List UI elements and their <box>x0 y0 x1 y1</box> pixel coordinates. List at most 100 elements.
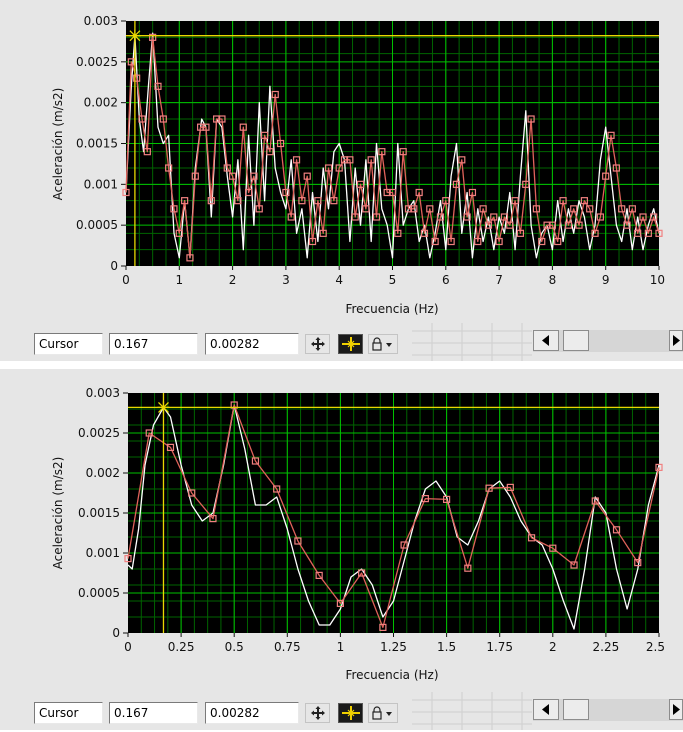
x-tick-label: 9 <box>602 273 610 287</box>
data-point-marker <box>516 229 525 237</box>
cursor-name-field[interactable]: Cursor <box>34 333 103 355</box>
data-point-marker <box>260 131 269 139</box>
data-point-marker <box>421 494 429 503</box>
data-point-marker <box>464 564 472 572</box>
series-group-1 <box>122 32 663 262</box>
x-tick-label: 0.25 <box>168 640 195 654</box>
cursor-x-field[interactable]: 0.167 <box>109 333 198 355</box>
x-tick-label: 10 <box>650 273 665 287</box>
data-point-marker <box>527 115 535 123</box>
data-point-marker <box>175 229 183 237</box>
data-point-marker <box>149 33 157 41</box>
cursor-y-field[interactable]: 0.00282 <box>205 702 299 724</box>
y-tick-label: 0.0015 <box>78 506 120 520</box>
data-point-marker <box>315 571 323 579</box>
data-point-marker <box>292 156 301 164</box>
cursor-style-button[interactable] <box>338 703 363 723</box>
x-tick-label: 2 <box>549 640 557 654</box>
data-point-marker <box>495 237 503 246</box>
y-tick-label: 0.001 <box>86 546 120 560</box>
data-point-marker <box>442 197 450 205</box>
y-tick-labels-2: 0 0.0005 0.001 0.0015 0.002 0.0025 0.003 <box>78 386 120 640</box>
move-arrows-icon <box>310 706 325 720</box>
x-tick-labels-1: 0 1 2 3 4 5 6 7 8 9 10 <box>122 273 665 287</box>
data-point-marker <box>197 123 205 131</box>
y-tick-label: 0.0015 <box>76 137 118 151</box>
scroll-left-button[interactable] <box>533 699 559 720</box>
horizontal-scrollbar[interactable] <box>533 699 683 721</box>
data-point-marker <box>358 569 366 577</box>
series-line-sampled <box>125 36 660 259</box>
cursor-x-field[interactable]: 0.167 <box>109 702 198 724</box>
data-point-marker <box>378 148 386 156</box>
data-point-marker <box>133 74 141 82</box>
lock-dropdown-icon <box>372 337 392 351</box>
y-tick-label: 0.002 <box>84 96 118 110</box>
data-point-marker <box>463 213 471 221</box>
cursor-2[interactable] <box>128 393 659 633</box>
data-point-marker <box>282 188 290 197</box>
data-point-marker <box>138 115 146 123</box>
cursor-lock-button[interactable] <box>368 703 398 723</box>
x-axis-title: Frecuencia (Hz) <box>345 302 438 316</box>
x-tick-label: 1 <box>175 273 183 287</box>
cursor-legend-bar: Cursor 0.167 0.00282 <box>0 323 683 361</box>
data-point-marker <box>191 172 199 180</box>
x-tick-label: 5 <box>389 273 397 287</box>
data-point-marker <box>362 205 370 213</box>
data-point-marker <box>644 229 652 237</box>
data-point-marker <box>570 205 578 213</box>
y-tick-labels-1: 0 0.0005 0.001 0.0015 0.002 0.0025 0.003 <box>76 14 118 273</box>
x-tick-label: 8 <box>549 273 557 287</box>
data-point-marker <box>639 213 647 221</box>
horizontal-scrollbar[interactable] <box>533 330 683 352</box>
x-tick-label: 0 <box>122 273 130 287</box>
data-point-marker <box>415 188 423 197</box>
cursor-move-button[interactable] <box>305 703 330 723</box>
y-tick-marks-1 <box>121 20 126 267</box>
x-tick-label: 2.25 <box>593 640 620 654</box>
data-point-marker <box>356 180 365 188</box>
cursor-name-field[interactable]: Cursor <box>34 702 103 724</box>
data-point-marker <box>522 180 530 188</box>
data-point-marker <box>506 221 514 229</box>
data-point-marker <box>186 254 194 262</box>
data-point-marker <box>351 213 359 221</box>
data-point-marker <box>612 526 621 534</box>
x-tick-marks-1 <box>125 266 660 270</box>
y-tick-label: 0.003 <box>86 386 120 400</box>
cursor-style-button[interactable] <box>338 334 363 354</box>
x-tick-labels-2: 0 0.25 0.5 0.75 1 1.25 1.5 1.75 2 2.25 2.5 <box>124 640 665 654</box>
cursor-y-field[interactable]: 0.00282 <box>205 333 299 355</box>
data-point-marker <box>634 229 642 237</box>
series-line-smooth <box>127 404 660 630</box>
data-point-marker <box>426 205 434 213</box>
cursor-move-button[interactable] <box>305 334 330 354</box>
data-point-marker <box>506 483 514 492</box>
data-point-marker <box>251 457 260 465</box>
data-point-marker <box>527 534 536 542</box>
data-point-marker <box>367 156 375 164</box>
data-point-marker <box>591 229 599 237</box>
cursor-1[interactable] <box>126 21 659 266</box>
data-point-marker <box>564 221 572 229</box>
data-point-marker <box>618 205 626 213</box>
data-point-marker <box>229 172 237 180</box>
x-tick-label: 3 <box>282 273 290 287</box>
data-point-marker <box>404 205 413 213</box>
cursor-marker <box>128 29 141 42</box>
data-point-marker <box>181 197 189 205</box>
x-tick-label: 1 <box>337 640 345 654</box>
data-point-marker <box>458 156 466 164</box>
scroll-thumb[interactable] <box>563 699 589 720</box>
data-point-marker <box>324 164 333 172</box>
data-point-marker <box>548 221 557 229</box>
scroll-right-button[interactable] <box>669 330 683 351</box>
cursor-lock-button[interactable] <box>368 334 398 354</box>
data-point-marker <box>452 180 461 188</box>
scroll-right-button[interactable] <box>669 699 683 720</box>
scroll-thumb[interactable] <box>563 330 589 351</box>
x-tick-label: 1.75 <box>486 640 513 654</box>
scroll-left-button[interactable] <box>533 330 559 351</box>
data-point-marker <box>308 237 317 246</box>
